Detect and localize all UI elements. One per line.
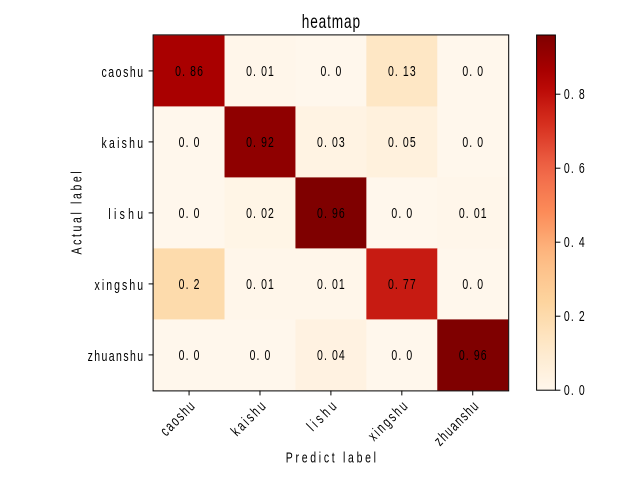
- svg-text:0. 0: 0. 0: [462, 133, 483, 150]
- svg-text:0. 03: 0. 03: [317, 133, 345, 150]
- svg-text:0. 6: 0. 6: [564, 159, 585, 176]
- svg-text:0. 02: 0. 02: [246, 204, 274, 221]
- svg-text:0. 04: 0. 04: [317, 346, 345, 363]
- svg-text:0. 01: 0. 01: [246, 275, 274, 292]
- svg-text:0. 8: 0. 8: [564, 85, 585, 102]
- svg-text:0. 0: 0. 0: [320, 62, 341, 79]
- svg-text:0. 01: 0. 01: [246, 62, 274, 79]
- svg-text:0. 96: 0. 96: [459, 346, 487, 363]
- svg-text:0. 2: 0. 2: [564, 307, 585, 324]
- svg-text:0. 0: 0. 0: [179, 133, 200, 150]
- svg-text:0. 0: 0. 0: [462, 275, 483, 292]
- svg-text:kaishu: kaishu: [101, 134, 143, 151]
- svg-text:0. 0: 0. 0: [391, 346, 412, 363]
- svg-text:0. 05: 0. 05: [388, 133, 416, 150]
- svg-text:0. 96: 0. 96: [317, 204, 345, 221]
- svg-text:0. 0: 0. 0: [179, 346, 200, 363]
- svg-text:0. 4: 0. 4: [564, 233, 585, 250]
- svg-text:0. 92: 0. 92: [246, 133, 274, 150]
- svg-text:0. 0: 0. 0: [391, 204, 412, 221]
- svg-text:0. 13: 0. 13: [388, 62, 416, 79]
- svg-text:0. 86: 0. 86: [175, 62, 203, 79]
- svg-text:0. 0: 0. 0: [250, 346, 271, 363]
- svg-text:0. 01: 0. 01: [317, 275, 345, 292]
- svg-text:0. 0: 0. 0: [564, 381, 585, 398]
- svg-text:0. 77: 0. 77: [388, 275, 416, 292]
- svg-text:heatmap: heatmap: [302, 10, 360, 32]
- svg-text:0. 01: 0. 01: [459, 204, 487, 221]
- svg-text:0. 0: 0. 0: [179, 204, 200, 221]
- svg-text:xingshu: xingshu: [95, 276, 144, 293]
- svg-text:0. 0: 0. 0: [462, 62, 483, 79]
- svg-text:0. 2: 0. 2: [179, 275, 200, 292]
